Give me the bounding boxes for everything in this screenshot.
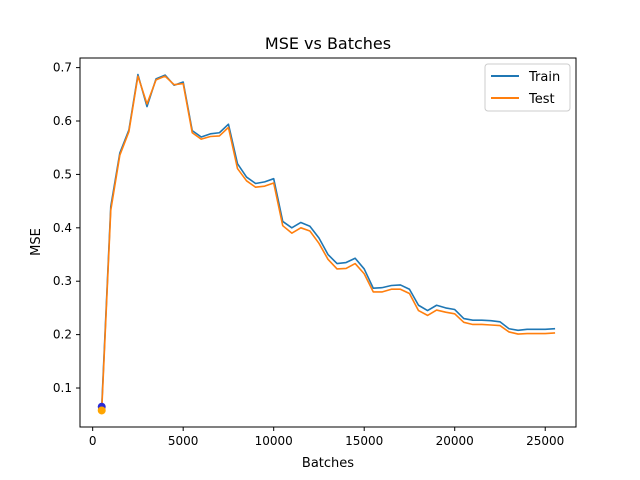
plot-area-frame [79, 57, 577, 428]
marker-layer [97, 402, 106, 415]
y-tick-label: 0.1 [53, 381, 72, 395]
x-tick-label: 20000 [436, 434, 474, 448]
y-tick-label: 0.3 [53, 274, 72, 288]
x-tick-label: 15000 [345, 434, 383, 448]
x-tick-label: 0 [89, 434, 97, 448]
y-tick-label: 0.7 [53, 61, 72, 75]
chart-title: MSE vs Batches [265, 34, 391, 53]
series-layer [100, 73, 556, 412]
start-point-marker-2 [97, 406, 106, 415]
y-tick-label: 0.4 [53, 221, 72, 235]
legend-label-train: Train [528, 70, 560, 85]
y-axis-label: MSE [29, 228, 44, 256]
series-line-test [100, 75, 556, 412]
legend: Train Test [484, 63, 571, 112]
x-axis-ticks: 0 5000 10000 15000 20000 25000 [89, 427, 564, 448]
legend-label-test: Test [528, 92, 555, 107]
x-tick-label: 5000 [168, 434, 199, 448]
y-axis-ticks: 0.1 0.2 0.3 0.4 0.5 0.6 0.7 [53, 61, 80, 395]
y-tick-label: 0.5 [53, 167, 72, 181]
x-tick-label: 10000 [255, 434, 293, 448]
y-tick-label: 0.2 [53, 328, 72, 342]
x-tick-label: 25000 [526, 434, 564, 448]
y-tick-label: 0.6 [53, 114, 72, 128]
x-axis-label: Batches [302, 456, 354, 471]
